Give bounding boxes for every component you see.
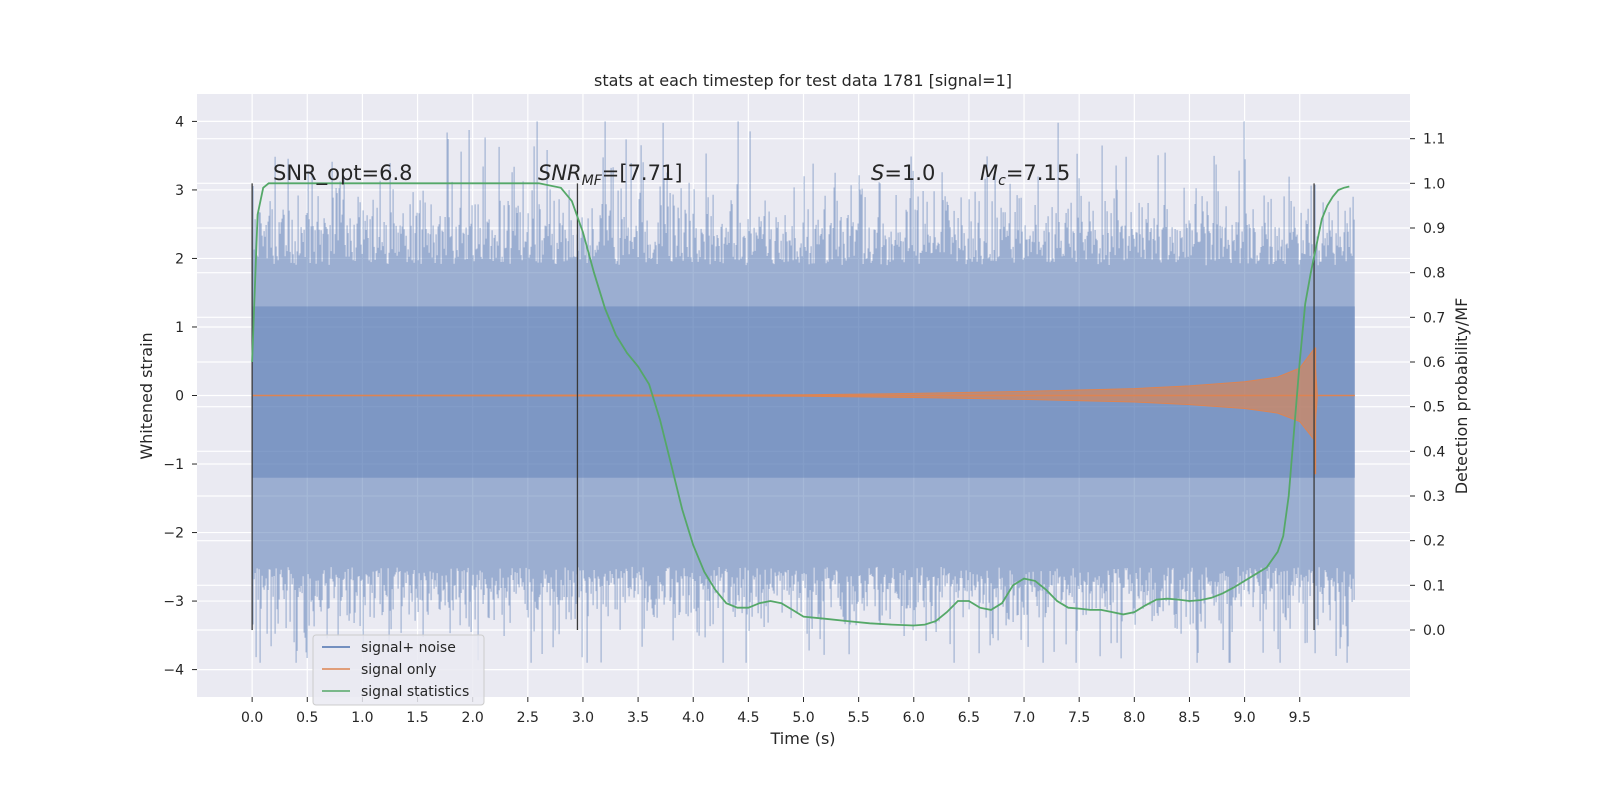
y-right-tick-label: 0.3 <box>1423 489 1445 505</box>
chart-title: stats at each timestep for test data 178… <box>594 71 1012 90</box>
y-right-tick-label: 0.2 <box>1423 534 1445 550</box>
y-left-tick-label: 2 <box>175 251 184 267</box>
y-left-tick-label: 3 <box>175 183 184 199</box>
y-right-tick-label: 0.1 <box>1423 578 1445 594</box>
x-tick-label: 7.0 <box>1013 710 1035 726</box>
annotation-snr-opt: SNR_opt=6.8 <box>273 161 413 186</box>
y-right-tick-label: 1.0 <box>1423 176 1445 192</box>
x-tick-label: 2.0 <box>462 710 484 726</box>
annotation-s: S=1.0 <box>871 161 935 185</box>
x-tick-label: 2.5 <box>517 710 539 726</box>
x-tick-label: 1.5 <box>406 710 428 726</box>
annotation-snr-mf: SNRMF=[7.71] <box>538 161 683 189</box>
legend-box <box>312 634 485 706</box>
legend: signal+ noise signal only signal statist… <box>312 634 485 706</box>
x-tick-label: 3.0 <box>572 710 594 726</box>
y-left-tick-label: −2 <box>163 526 184 542</box>
y-left-tick-label: −1 <box>163 457 184 473</box>
y-left-tick-label: 0 <box>175 389 184 405</box>
x-tick-label: 4.5 <box>737 710 759 726</box>
y-left-tick-label: 1 <box>175 320 184 336</box>
y-left-tick-label: −3 <box>163 594 184 610</box>
signal-statistics-series <box>251 182 1350 627</box>
legend-label-signal-noise: signal+ noise <box>361 640 456 656</box>
y-right-tick-label: 1.1 <box>1423 132 1445 148</box>
y-left-tick-label: −4 <box>163 663 184 679</box>
y-left-axis-ticks: −4 −3 −2 −1 0 1 2 3 4 <box>163 114 197 679</box>
y-right-axis-label: Detection probability/MF <box>1452 298 1471 495</box>
x-tick-label: 1.0 <box>351 710 373 726</box>
x-tick-label: 6.5 <box>958 710 980 726</box>
x-tick-label: 7.5 <box>1068 710 1090 726</box>
x-axis-label: Time (s) <box>769 729 835 748</box>
x-tick-label: 3.5 <box>627 710 649 726</box>
y-right-tick-label: 0.4 <box>1423 444 1445 460</box>
y-right-axis-ticks: 0.0 0.1 0.2 0.3 0.4 0.5 0.6 0.7 0.8 0.9 1.0 1.1 <box>1410 132 1445 639</box>
x-tick-label: 9.5 <box>1289 710 1311 726</box>
x-tick-label: 5.0 <box>792 710 814 726</box>
x-tick-label: 5.5 <box>848 710 870 726</box>
x-tick-label: 8.0 <box>1123 710 1145 726</box>
x-tick-label: 6.0 <box>903 710 925 726</box>
x-tick-label: 8.5 <box>1178 710 1200 726</box>
x-tick-label: 4.0 <box>682 710 704 726</box>
y-left-axis-label: Whitened strain <box>137 332 156 459</box>
y-right-tick-label: 0.7 <box>1423 310 1445 326</box>
y-right-tick-label: 0.5 <box>1423 400 1445 416</box>
legend-label-signal-only: signal only <box>361 662 436 678</box>
y-right-tick-label: 0.6 <box>1423 355 1445 371</box>
x-tick-label: 0.0 <box>241 710 263 726</box>
y-right-tick-label: 0.0 <box>1423 623 1445 639</box>
annotation-mc: Mc=7.15 <box>980 161 1070 189</box>
x-axis-ticks: 0.0 0.5 1.0 1.5 2.0 2.5 3.0 3.5 4.0 4.5 5.0 5.5 6.0 6… <box>241 697 1311 726</box>
y-left-tick-label: 4 <box>175 114 184 130</box>
legend-label-signal-statistics: signal statistics <box>361 684 469 700</box>
y-right-tick-label: 0.8 <box>1423 266 1445 282</box>
signal-statistics-line <box>251 182 1350 627</box>
x-tick-label: 0.5 <box>296 710 318 726</box>
x-tick-label: 9.0 <box>1233 710 1255 726</box>
signal-only-series <box>252 347 1355 475</box>
y-right-tick-label: 0.9 <box>1423 221 1445 237</box>
